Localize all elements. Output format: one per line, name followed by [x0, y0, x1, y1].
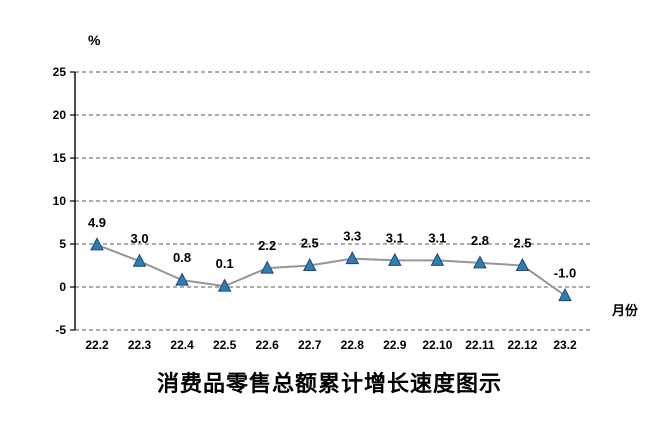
triangle-marker — [430, 252, 445, 266]
y-tick-label: -5 — [55, 323, 66, 337]
y-tick-label: 20 — [53, 108, 67, 122]
triangle-marker — [217, 278, 232, 292]
triangle-marker — [473, 255, 487, 269]
category-label: 22.12 — [507, 338, 537, 352]
category-label: 23.2 — [553, 338, 577, 352]
triangle-marker — [558, 288, 572, 302]
chart-title: 消费品零售总额累计增长速度图示 — [156, 371, 502, 396]
data-label: 2.8 — [471, 233, 489, 248]
data-label: 2.2 — [258, 238, 276, 253]
category-label: 22.5 — [213, 338, 237, 352]
category-label: 22.3 — [128, 338, 152, 352]
y-tick-label: 25 — [53, 65, 67, 79]
data-label: 0.1 — [216, 256, 234, 271]
triangle-marker — [90, 237, 104, 251]
category-label: 22.11 — [465, 338, 495, 352]
triangle-marker — [387, 252, 402, 266]
category-label: 22.9 — [383, 338, 407, 352]
category-label: 22.10 — [422, 338, 452, 352]
data-label: 0.8 — [173, 250, 191, 265]
triangle-marker — [302, 257, 317, 271]
y-axis-unit-label: % — [88, 32, 101, 48]
triangle-marker — [345, 251, 360, 265]
data-label: 2.5 — [301, 236, 319, 251]
triangle-marker — [515, 257, 530, 271]
category-label: 22.4 — [170, 338, 194, 352]
category-label: 22.8 — [341, 338, 365, 352]
data-label: 3.3 — [343, 229, 361, 244]
series-line — [96, 243, 566, 297]
data-label: 3.0 — [131, 231, 149, 246]
data-label: 4.9 — [88, 215, 106, 230]
data-label: 3.1 — [428, 230, 446, 245]
triangle-marker — [132, 253, 147, 267]
triangle-marker — [175, 272, 189, 286]
category-label: 22.2 — [85, 338, 109, 352]
y-tick-label: 10 — [53, 194, 67, 208]
data-label: -1.0 — [554, 266, 576, 281]
data-label: 2.5 — [513, 236, 531, 251]
category-label: 22.6 — [256, 338, 280, 352]
y-tick-label: 5 — [59, 237, 66, 251]
y-tick-label: 0 — [59, 280, 66, 294]
data-label: 3.1 — [386, 230, 404, 245]
triangle-marker — [260, 260, 275, 274]
category-label: 22.7 — [298, 338, 322, 352]
x-axis-label: 月份 — [612, 303, 639, 318]
y-tick-label: 15 — [53, 151, 67, 165]
